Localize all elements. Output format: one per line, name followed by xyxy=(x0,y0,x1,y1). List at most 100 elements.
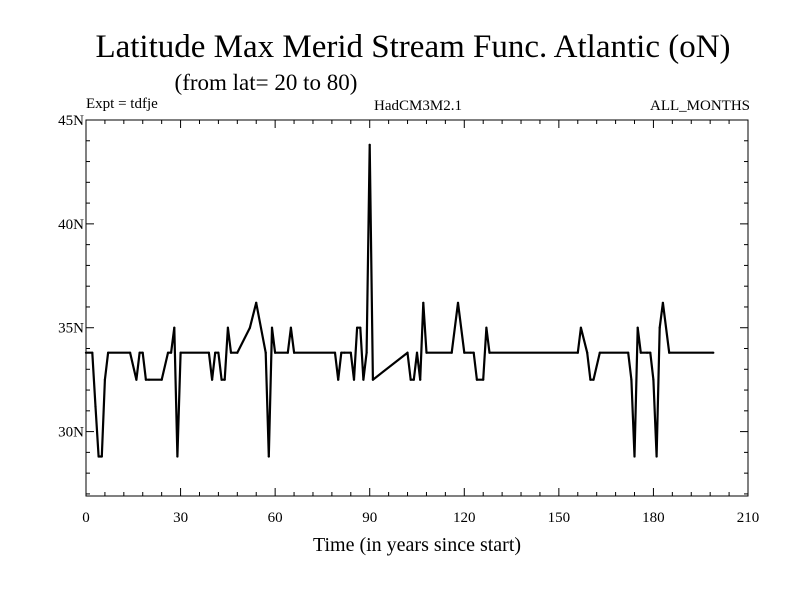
data-point xyxy=(652,378,655,381)
data-point xyxy=(84,351,88,354)
data-point xyxy=(217,351,220,354)
data-point xyxy=(485,326,488,329)
y-tick-label: 35N xyxy=(58,321,84,337)
data-point xyxy=(337,378,340,381)
data-point xyxy=(352,378,356,381)
x-axis: 0 30 60 90 120 150 180 210 xyxy=(82,120,759,526)
x-axis-label: Time (in years since start) xyxy=(313,534,521,556)
data-point xyxy=(214,351,217,354)
plot-frame xyxy=(85,119,749,497)
data-point xyxy=(166,351,170,354)
experiment-label: Expt = tdfje xyxy=(86,96,158,112)
data-point xyxy=(135,378,138,381)
data-point xyxy=(368,143,371,146)
data-point xyxy=(270,326,274,329)
data-point xyxy=(274,351,277,354)
data-point xyxy=(343,351,346,354)
x-tick-label: 210 xyxy=(737,510,760,526)
data-point xyxy=(211,378,214,381)
series-line xyxy=(86,143,714,458)
x-tick-label: 90 xyxy=(362,510,377,526)
data-point xyxy=(463,351,466,354)
x-tick-label: 120 xyxy=(453,510,476,526)
data-point xyxy=(255,301,258,304)
data-point xyxy=(649,351,652,354)
data-point xyxy=(415,351,419,354)
data-point xyxy=(223,378,226,381)
data-point xyxy=(586,351,589,354)
data-point xyxy=(598,351,601,354)
data-point xyxy=(226,326,229,329)
model-label: HadCM3M2.1 xyxy=(374,98,462,114)
data-point xyxy=(712,351,715,354)
data-point xyxy=(482,378,485,381)
data-point xyxy=(349,351,352,354)
data-point xyxy=(425,351,428,354)
data-point xyxy=(362,378,365,381)
x-tick-label: 30 xyxy=(173,510,188,526)
x-tick-label: 0 xyxy=(82,510,90,526)
data-point xyxy=(103,378,106,381)
data-point xyxy=(630,378,633,381)
data-point xyxy=(176,455,179,458)
x-tick-label: 180 xyxy=(642,510,665,526)
data-point xyxy=(633,455,636,458)
data-point xyxy=(658,326,661,329)
chart-subtitle: (from lat= 20 to 80) xyxy=(175,70,358,95)
data-point xyxy=(100,455,103,458)
data-point xyxy=(286,351,289,354)
data-point xyxy=(469,351,472,354)
data-point xyxy=(293,351,296,354)
period-label: ALL_MONTHS xyxy=(650,98,750,114)
data-point xyxy=(264,351,267,354)
data-point xyxy=(371,378,374,381)
data-point xyxy=(173,326,176,329)
data-point xyxy=(144,378,147,381)
data-point xyxy=(356,326,359,329)
data-point xyxy=(107,351,110,354)
y-axis: 30N 35N 40N 45N xyxy=(58,113,748,495)
x-tick-label: 150 xyxy=(548,510,571,526)
data-points xyxy=(84,143,715,458)
data-point xyxy=(592,378,595,381)
data-point xyxy=(138,351,141,354)
data-point xyxy=(409,378,412,381)
data-point xyxy=(406,351,409,354)
data-point xyxy=(668,351,671,354)
x-tick-label: 60 xyxy=(268,510,283,526)
y-tick-label: 30N xyxy=(58,425,84,441)
data-point xyxy=(450,351,453,354)
data-point xyxy=(456,301,460,304)
data-point xyxy=(472,351,475,354)
data-point xyxy=(646,351,649,354)
data-point xyxy=(579,326,583,329)
data-point xyxy=(488,351,491,354)
data-point xyxy=(94,405,97,408)
data-point xyxy=(639,351,642,354)
data-point xyxy=(229,351,233,354)
data-point xyxy=(661,301,665,304)
data-point xyxy=(475,378,478,381)
data-point xyxy=(147,378,151,381)
data-point xyxy=(97,455,100,458)
data-point xyxy=(636,326,639,329)
data-point xyxy=(627,351,630,354)
data-point xyxy=(160,378,163,381)
data-point xyxy=(129,351,132,354)
data-point xyxy=(141,351,144,354)
data-point xyxy=(589,378,592,381)
data-point xyxy=(267,455,270,458)
data-point xyxy=(359,326,362,329)
data-point xyxy=(655,455,658,458)
data-point xyxy=(340,351,343,354)
y-tick-label: 45N xyxy=(58,113,84,129)
data-point xyxy=(170,351,173,354)
data-point xyxy=(207,351,210,354)
chart-title: Latitude Max Merid Stream Func. Atlantic… xyxy=(95,29,730,65)
data-point xyxy=(236,351,239,354)
data-point xyxy=(576,351,579,354)
data-point xyxy=(333,351,337,354)
data-point xyxy=(179,351,182,354)
data-point xyxy=(248,326,251,329)
